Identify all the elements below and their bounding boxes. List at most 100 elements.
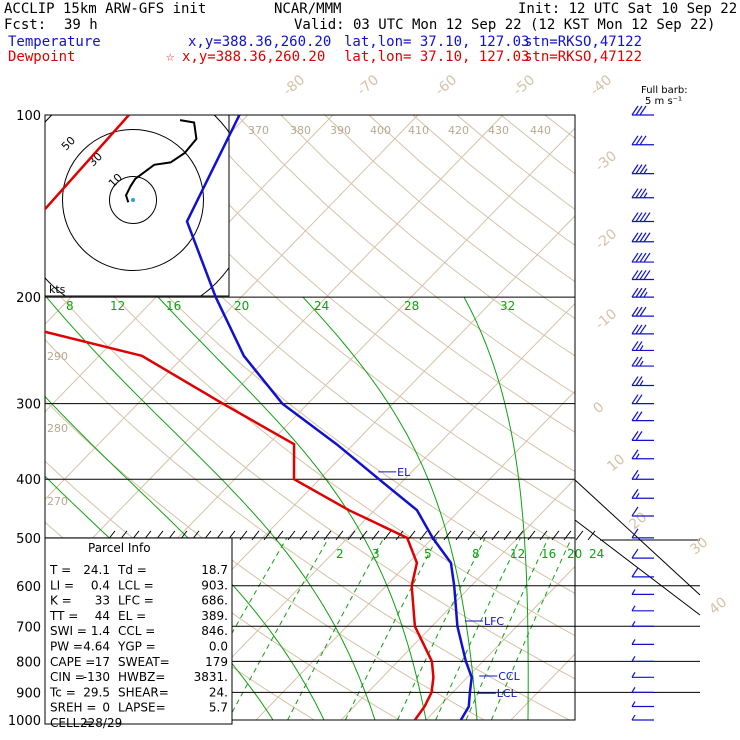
parcel-param-name: T = [49,563,71,577]
parcel-param-name: SREH = [50,701,96,715]
fcst-label: Fcst: [4,17,47,33]
isotherm-line [425,565,575,720]
parcel-param-value: 18.7 [201,563,228,577]
parcel-param-value: 24.1 [83,563,110,577]
parcel-param-value: 389. [201,609,228,623]
mixing-ratio-line [182,537,288,720]
wind-barb [631,105,654,116]
parcel-param-name: LCL = [118,578,154,592]
parcel-param-value: 44 [95,609,110,623]
parcel-param-value: 29.5 [83,685,110,699]
parcel-param-value: 846. [201,624,228,638]
mixing-ratio-label-lower: 20 [567,547,582,561]
temperature-station: stn=RKSO,47122 [524,34,643,50]
hodograph-units: kts [49,283,66,296]
org-label: NCAR/MMM [274,1,342,17]
dry-adiabat-line [280,115,575,357]
parcel-param-value: 0.4 [91,578,110,592]
isotherm-label: -60 [432,72,460,99]
wind-barb [631,212,654,223]
pressure-tick-label: 400 [16,473,41,488]
parcel-param-name: LAPSE= [118,701,166,715]
isotherm-line [596,115,740,720]
isotherm-label: -80 [280,72,308,99]
dry-adiabat-line [412,115,575,246]
tropopause-hatch [107,530,596,541]
parcel-param-name: EL = [118,609,146,623]
parcel-param-value: 179 [205,655,228,669]
wind-barb [631,714,654,721]
dry-adiabat-line [60,115,575,553]
theta-label: 400 [370,124,391,137]
wind-barb [631,589,654,595]
level-label-lcl: LCL [497,687,518,700]
dry-adiabat-line [236,115,575,395]
wind-barb [631,639,654,646]
mixing-ratio-label: 12 [110,299,125,313]
parcel-param-value: 5.7 [209,701,228,715]
pressure-tick-label: 700 [16,620,41,635]
parcel-param-value: 3831. [194,670,228,684]
pressure-tick-label: 900 [16,686,41,701]
parcel-param-name: HWBZ= [118,670,165,684]
isotherm-line [45,115,419,501]
theta-label: 370 [248,124,269,137]
mixing-ratio-label: 16 [166,299,181,313]
parcel-param-name: PW = [50,640,83,654]
mixing-ratio-label-lower: 16 [541,547,556,561]
isotherm-label: -10 [592,306,620,333]
mixing-ratio-line [435,537,521,720]
wind-barb [631,567,654,578]
dry-adiabat-line [45,338,570,720]
hodograph-ring [109,176,157,224]
parcel-param-name: SHEAR= [118,685,169,699]
parcel-param-name: LI = [50,578,74,592]
wind-barb [631,252,654,263]
mixing-ratio-label-lower: 24 [589,547,604,561]
pressure-tick-label: 200 [16,291,41,306]
hodograph-trace [124,119,198,203]
mixing-ratio-label-lower: 2 [336,547,344,561]
pressure-tick-label: 800 [16,655,41,670]
moist-adiabat-line [302,296,478,720]
parcel-param-value: 4.64 [83,640,110,654]
parcel-param-value: 686. [201,594,228,608]
model-title: ACCLIP 15km ARW-GFS init [4,1,207,17]
mixing-ratio-label: 8 [66,299,74,313]
isotherm-label: 30 [687,534,711,558]
parcel-param-value: -130 [83,670,110,684]
wind-barb [631,687,654,693]
mixing-ratio-label: 32 [500,299,515,313]
parcel-info-title: Parcel Info [88,541,151,555]
mixing-ratio-label-lower: 5 [424,547,432,561]
wind-barb [631,620,654,627]
wind-barb [631,488,654,499]
parcel-info-box: Parcel Info T = 24.1 Td = 18.7 LI = 0.4 LCL = 90… [44,537,233,730]
parcel-param-value: 0.0 [209,640,228,654]
theta-label: 390 [330,124,351,137]
temperature-legend: Temperature [8,34,101,50]
parcel-param-value: 903. [201,578,228,592]
theta-label: 280 [47,422,68,435]
mixing-ratio-line [465,537,549,720]
parcel-param-name: CCL = [118,624,155,638]
parcel-param-name: CELL = [50,716,93,730]
wind-barb [631,656,654,662]
fcst-value: 39 h [64,17,98,33]
parcel-param-value: 24. [209,685,228,699]
isotherm-line [45,115,334,413]
dry-adiabat-line [192,115,575,433]
wind-barb [631,324,654,335]
wind-barb [631,394,654,405]
dry-adiabat-line [589,115,740,720]
pressure-tick-label: 600 [16,580,41,595]
theta-label: 380 [290,124,311,137]
mixing-ratio-line [344,537,438,720]
mixing-ratio-label-lower: 8 [472,547,480,561]
barb-label-line2: 5 m s⁻¹ [645,96,682,107]
wind-barb [631,548,654,559]
barb-label-line1: Full barb: [641,85,688,96]
theta-label: 410 [408,124,429,137]
isotherm-line [45,115,504,588]
